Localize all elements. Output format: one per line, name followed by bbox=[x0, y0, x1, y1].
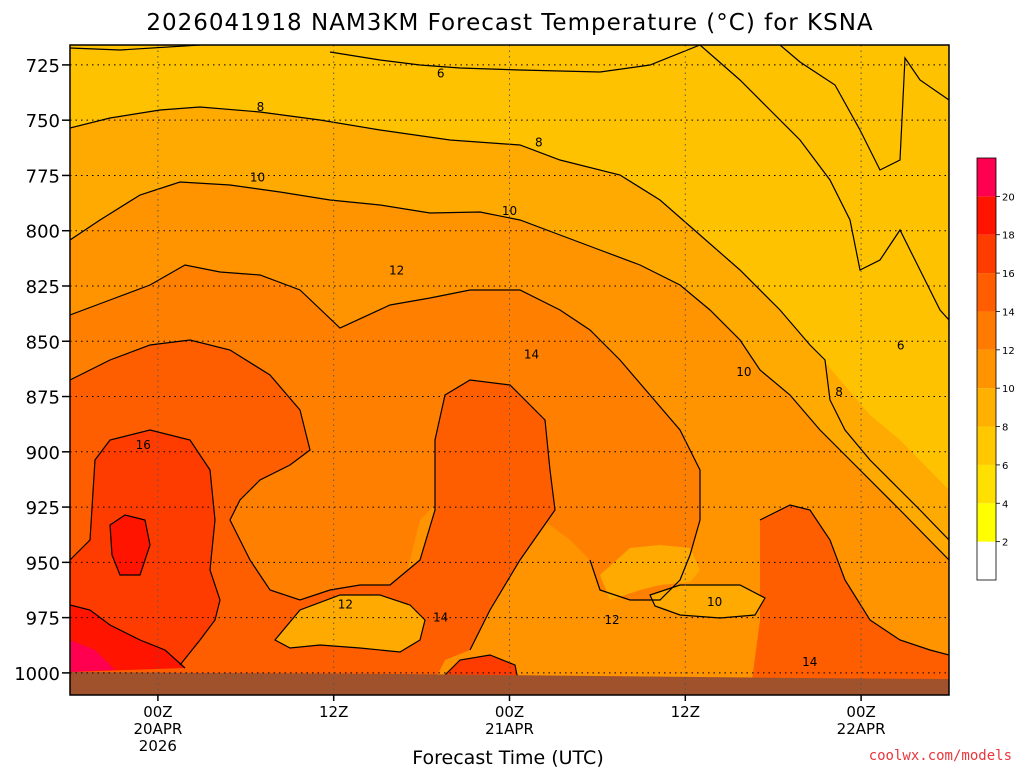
x-tick-label-36-0: 12Z bbox=[671, 703, 700, 721]
colorbar-frame bbox=[976, 157, 997, 581]
contour-label-8-4: 8 bbox=[835, 385, 843, 399]
colorbar-swatch-6 bbox=[977, 311, 996, 350]
y-tick-label-825: 825 bbox=[26, 277, 60, 298]
y-tick-label-975: 975 bbox=[26, 609, 60, 630]
contour-line-6 bbox=[70, 45, 701, 73]
contour-label-8-2: 8 bbox=[257, 100, 265, 114]
x-tick-label-0-2: 2026 bbox=[139, 737, 177, 755]
colorbar-label-6: 6 bbox=[1002, 461, 1008, 472]
contour-line-12b bbox=[274, 594, 426, 653]
y-tick-label-800: 800 bbox=[26, 222, 60, 243]
x-tick-label-48-1: 22APR bbox=[837, 720, 886, 738]
colorbar-swatch-1 bbox=[977, 503, 996, 542]
contour-label-10-6: 10 bbox=[502, 204, 517, 218]
chart-title: 2026041918 NAM3KM Forecast Temperature (… bbox=[146, 10, 873, 36]
y-tick-label-850: 850 bbox=[26, 332, 60, 353]
contour-label-12-10: 12 bbox=[338, 597, 353, 611]
field-band-22 bbox=[70, 640, 115, 672]
field-band-20 bbox=[110, 515, 150, 575]
contour-line-6b bbox=[699, 45, 949, 321]
x-axis-label: Forecast Time (UTC) bbox=[412, 747, 603, 768]
colorbar-label-2: 2 bbox=[1002, 538, 1008, 549]
contour-label-10-8: 10 bbox=[707, 595, 722, 609]
y-tick-label-900: 900 bbox=[26, 443, 60, 464]
y-tick-label-875: 875 bbox=[26, 388, 60, 409]
colorbar-label-16: 16 bbox=[1002, 269, 1015, 280]
contour-line-18 bbox=[109, 514, 151, 576]
contour-label-6-0: 6 bbox=[437, 67, 445, 81]
y-axis: 725 750 775 800 825 850 875 900 925 950 975 1000 bbox=[14, 56, 70, 685]
contour-label-14-13: 14 bbox=[433, 611, 448, 625]
colorbar-swatch-3 bbox=[977, 426, 996, 465]
x-tick-label-48-0: 00Z bbox=[846, 703, 875, 721]
field-band-cool-pocket-2 bbox=[600, 545, 700, 600]
colorbar-label-12: 12 bbox=[1002, 346, 1015, 357]
contour-label-12-9: 12 bbox=[389, 264, 404, 278]
x-tick-label-0-1: 20APR bbox=[133, 720, 182, 738]
colorbar-label-8: 8 bbox=[1002, 423, 1008, 434]
contour-label-10-5: 10 bbox=[250, 171, 265, 185]
colorbar: 2 4 6 8 10 12 14 16 18 20 bbox=[976, 157, 1015, 581]
contour-label-14-14: 14 bbox=[802, 655, 817, 669]
x-tick-label-24-0: 00Z bbox=[495, 703, 524, 721]
colorbar-swatch-8 bbox=[977, 234, 996, 274]
contour-label-14-12: 14 bbox=[524, 348, 539, 362]
contour-label-8-3: 8 bbox=[535, 135, 543, 149]
colorbar-swatch-7 bbox=[977, 273, 996, 312]
y-tick-label-925: 925 bbox=[26, 498, 60, 519]
colorbar-label-20: 20 bbox=[1002, 192, 1015, 203]
colorbar-label-10: 10 bbox=[1002, 384, 1015, 395]
credit-link[interactable]: coolwx.com/models bbox=[869, 748, 1012, 764]
contour-line-14 bbox=[70, 339, 556, 651]
contour-label-6-1: 6 bbox=[897, 339, 905, 353]
y-tick-label-750: 750 bbox=[26, 111, 60, 132]
y-tick-label-950: 950 bbox=[26, 553, 60, 574]
colorbar-swatch-0 bbox=[977, 541, 996, 580]
plot-area bbox=[70, 45, 949, 695]
colorbar-swatch-10 bbox=[977, 158, 996, 197]
contour-label-12-11: 12 bbox=[604, 613, 619, 627]
contour-line-18b bbox=[70, 604, 186, 669]
x-tick-label-12-0: 12Z bbox=[319, 703, 348, 721]
field-band-cool-pocket-3 bbox=[650, 585, 765, 618]
contour-labels: 6 6 8 8 8 10 10 10 10 12 12 12 14 14 14 16 bbox=[136, 67, 905, 669]
y-tick-label-1000: 1000 bbox=[14, 664, 60, 685]
x-tick-label-0-0: 00Z bbox=[143, 703, 172, 721]
contour-line-8 bbox=[70, 106, 949, 541]
contour-label-10-7: 10 bbox=[736, 365, 751, 379]
colorbar-swatch-4 bbox=[977, 388, 996, 427]
colorbar-label-18: 18 bbox=[1002, 231, 1015, 242]
x-tick-label-24-1: 21APR bbox=[485, 720, 534, 738]
field-band-16b bbox=[750, 505, 949, 695]
colorbar-swatch-9 bbox=[977, 196, 996, 235]
contour-label-16-15: 16 bbox=[136, 438, 151, 452]
contour-line-12 bbox=[70, 264, 701, 601]
contour-line-10b bbox=[649, 584, 766, 619]
colorbar-swatch-5 bbox=[977, 349, 996, 389]
contour-line-6c bbox=[779, 45, 949, 171]
y-tick-label-775: 775 bbox=[26, 166, 60, 187]
colorbar-swatch-2 bbox=[977, 464, 996, 504]
contour-lines bbox=[70, 45, 949, 691]
colorbar-label-4: 4 bbox=[1002, 499, 1008, 510]
contour-line-10 bbox=[70, 181, 949, 561]
grid-lines bbox=[70, 45, 949, 695]
contour-line-16 bbox=[70, 429, 221, 666]
colorbar-label-14: 14 bbox=[1002, 307, 1015, 318]
y-tick-label-725: 725 bbox=[26, 56, 60, 77]
field-band-cool-pocket bbox=[275, 595, 425, 652]
